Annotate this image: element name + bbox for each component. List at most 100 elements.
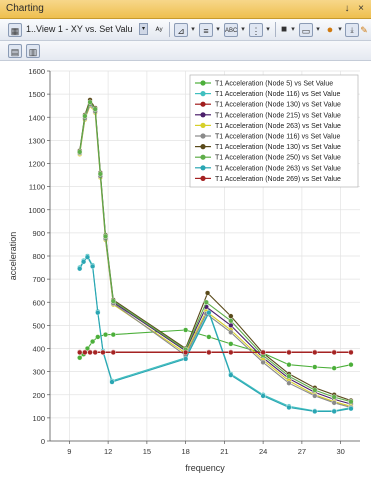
chart-properties-icon[interactable]: ▥ (26, 44, 40, 58)
chevron-down-icon[interactable]: ▾ (139, 23, 148, 35)
data-point[interactable] (312, 387, 318, 393)
data-point[interactable] (348, 399, 354, 405)
series-icon[interactable]: ⊿ (174, 23, 188, 37)
legend-entry[interactable]: T1 Acceleration (Node 263) vs Set Value (195, 165, 341, 172)
series-dropdown-icon[interactable]: ▾ (191, 26, 195, 33)
data-point[interactable] (100, 349, 106, 356)
data-point[interactable] (84, 345, 91, 352)
data-point[interactable] (203, 299, 209, 305)
data-point[interactable] (97, 171, 103, 177)
data-point[interactable] (204, 290, 211, 296)
color-dropdown-icon[interactable]: ▾ (338, 26, 342, 33)
data-point[interactable] (331, 408, 337, 415)
data-point[interactable] (228, 313, 234, 319)
axis-format-icon[interactable]: ᴬʸ (155, 25, 163, 35)
pin-icon[interactable]: ↓ (344, 3, 350, 14)
data-point[interactable] (90, 263, 96, 270)
data-point[interactable] (87, 349, 93, 356)
legend-entry[interactable]: T1 Acceleration (Node 116) vs Set Value (195, 133, 341, 141)
data-point[interactable] (183, 327, 189, 333)
legend-entry[interactable]: T1 Acceleration (Node 250) vs Set Value (195, 154, 341, 162)
grid-dropdown-icon[interactable]: ▾ (241, 26, 245, 33)
legend-entry[interactable]: T1 Acceleration (Node 5) vs Set Value (195, 80, 333, 88)
chart-toolbar: ▦ 1..View 1 - XY vs. Set Valu ▾ ᴬʸ ⊿ ▾ ≡… (0, 19, 371, 41)
data-point[interactable] (348, 406, 354, 412)
data-point[interactable] (87, 99, 93, 105)
grid-icon[interactable]: ABC (224, 23, 238, 37)
line-chart[interactable]: 0 100 200 300 400 500 600 700 800 900 1000 1100 1200… (0, 61, 371, 477)
view-select[interactable]: 1..View 1 - XY vs. Set Valu ▾ (26, 22, 148, 37)
frame-icon[interactable]: ■ (280, 24, 288, 35)
copy-chart-icon[interactable]: ✎ (360, 25, 368, 35)
data-point[interactable] (331, 349, 337, 356)
legend-swatch-marker (200, 101, 206, 107)
data-point[interactable] (95, 334, 101, 340)
range-dropdown-icon[interactable]: ▾ (316, 26, 320, 33)
legend-entry[interactable]: T1 Acceleration (Node 116) vs Set Value (195, 91, 341, 98)
edit-chart-icon[interactable]: ▤ (8, 44, 22, 58)
data-point[interactable] (110, 332, 116, 338)
data-point[interactable] (260, 393, 266, 399)
data-point[interactable] (109, 379, 115, 385)
export-icon[interactable]: ⤓ (345, 23, 359, 37)
data-point[interactable] (206, 334, 212, 340)
data-point[interactable] (95, 310, 101, 316)
chart-settings-icon[interactable]: ▦ (8, 23, 22, 37)
data-point[interactable] (228, 341, 234, 347)
data-point[interactable] (92, 349, 98, 356)
data-point[interactable] (183, 356, 189, 362)
data-point[interactable] (286, 349, 292, 356)
data-point[interactable] (331, 400, 337, 406)
data-point[interactable] (286, 380, 292, 386)
data-point[interactable] (102, 332, 109, 338)
data-point[interactable] (228, 349, 234, 356)
legend-entry[interactable]: T1 Acceleration (Node 263) vs Set Value (195, 122, 341, 130)
data-point[interactable] (110, 298, 116, 304)
data-point[interactable] (102, 233, 109, 239)
legend-entry[interactable]: T1 Acceleration (Node 215) vs Set Value (195, 112, 341, 119)
legend-entry[interactable]: T1 Acceleration (Node 130) vs Set Value (195, 101, 341, 109)
data-point[interactable] (286, 362, 292, 368)
data-point[interactable] (260, 349, 266, 356)
data-point[interactable] (80, 259, 87, 265)
data-point[interactable] (90, 338, 96, 345)
data-point[interactable] (77, 349, 83, 356)
range-icon[interactable]: ▭ (299, 23, 313, 37)
data-point[interactable] (77, 266, 83, 272)
legend-entry[interactable]: T1 Acceleration (Node 130) vs Set Value (195, 144, 341, 151)
data-point[interactable] (110, 349, 116, 356)
data-point[interactable] (206, 349, 212, 356)
data-point[interactable] (183, 349, 189, 356)
data-point[interactable] (312, 408, 318, 415)
frame-dropdown-icon[interactable]: ▾ (291, 26, 295, 33)
label-icon[interactable]: ≡ (199, 23, 213, 37)
marker-icon[interactable]: ⋮ (249, 23, 263, 37)
data-point[interactable] (82, 349, 88, 356)
data-point[interactable] (228, 322, 234, 328)
data-point[interactable] (228, 372, 234, 378)
data-point[interactable] (206, 310, 212, 316)
data-point[interactable] (228, 318, 234, 324)
data-point[interactable] (82, 113, 88, 119)
color-icon[interactable]: ● (326, 24, 334, 36)
data-point[interactable] (312, 349, 318, 356)
data-point[interactable] (92, 106, 98, 112)
data-point[interactable] (286, 404, 292, 411)
data-point[interactable] (331, 394, 337, 400)
data-point[interactable] (312, 393, 318, 399)
data-point[interactable] (348, 349, 354, 356)
series-line[interactable] (79, 329, 352, 369)
data-point[interactable] (312, 364, 318, 370)
data-point[interactable] (331, 365, 337, 371)
legend-entry[interactable]: T1 Acceleration (Node 269) vs Set Value (195, 175, 341, 183)
data-point[interactable] (77, 355, 83, 361)
data-point[interactable] (228, 329, 234, 335)
data-point[interactable] (348, 362, 354, 368)
data-point[interactable] (77, 149, 83, 155)
data-point[interactable] (260, 359, 266, 365)
close-icon[interactable]: × (358, 3, 364, 14)
data-point[interactable] (286, 373, 292, 379)
label-dropdown-icon[interactable]: ▾ (216, 26, 220, 33)
data-point[interactable] (84, 254, 91, 260)
marker-dropdown-icon[interactable]: ▾ (266, 26, 270, 33)
